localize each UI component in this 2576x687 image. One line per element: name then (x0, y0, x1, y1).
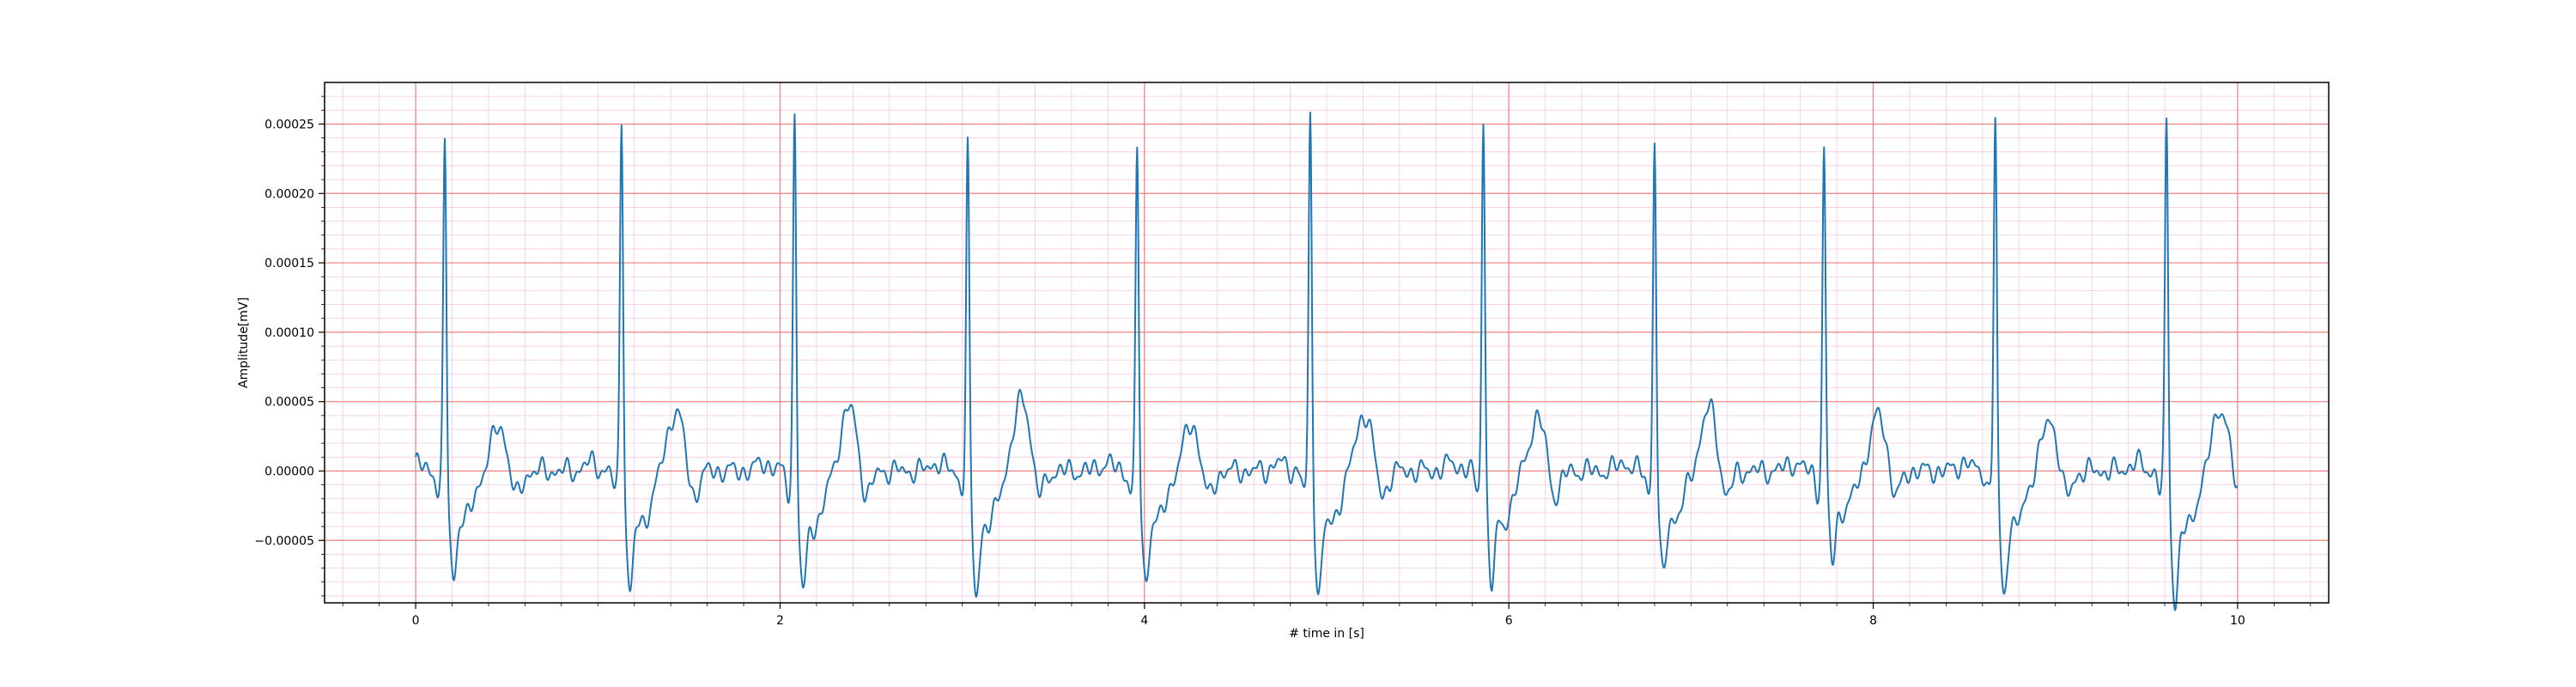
x-tick-label: 0 (412, 614, 420, 628)
y-tick-label: −0.00005 (254, 534, 314, 548)
y-tick-label: 0.00005 (264, 396, 314, 410)
ticks: 0 2 4 6 8 10 −0.00005 0.00000 0.00005 0.00010 0.00… (254, 95, 2312, 628)
x-tick-label: 2 (776, 614, 784, 628)
y-tick-label: 0.00015 (264, 257, 314, 271)
x-tick-label: 8 (1869, 614, 1877, 628)
x-tick-label: 4 (1140, 614, 1148, 628)
y-tick-label: 0.00010 (264, 326, 314, 340)
x-tick-label: 6 (1505, 614, 1513, 628)
y-axis-label: Amplitude[mV] (237, 297, 251, 388)
x-tick-label: 10 (2230, 614, 2245, 628)
y-tick-label: 0.00025 (264, 118, 314, 131)
x-axis-label: # time in [s] (1289, 627, 1364, 641)
ecg-series-line (415, 112, 2239, 611)
plot-area: 0 2 4 6 8 10 −0.00005 0.00000 0.00005 0.00010 0.00… (254, 82, 2330, 628)
y-tick-label: 0.00000 (264, 465, 314, 478)
y-tick-label: 0.00020 (264, 187, 314, 201)
series-layer (415, 112, 2239, 611)
